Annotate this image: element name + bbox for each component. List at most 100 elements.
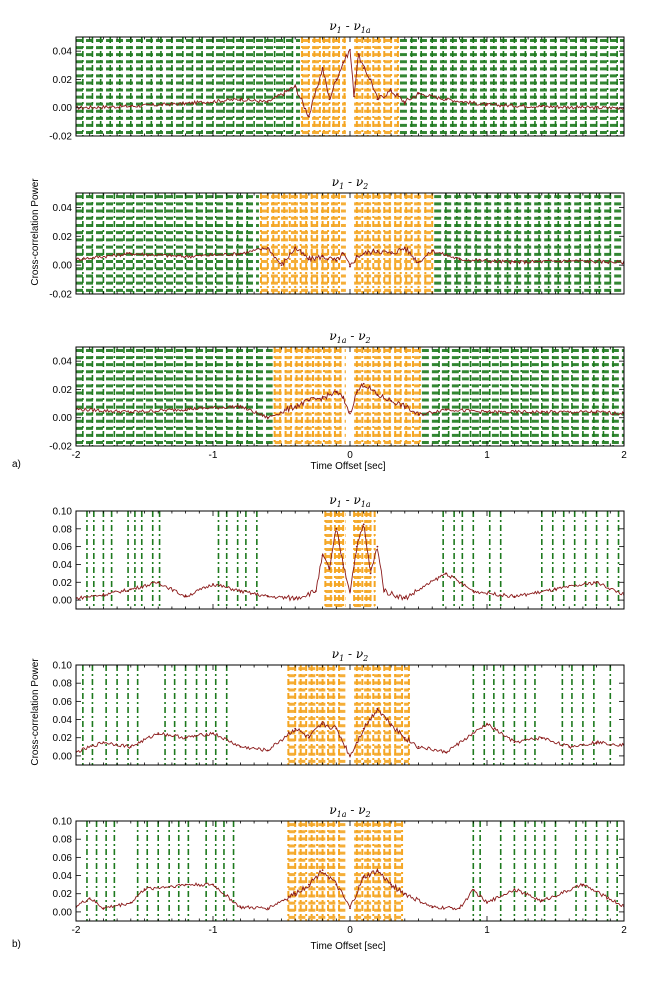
data-point	[335, 78, 338, 81]
chart-title: ν1a - ν2	[329, 803, 370, 819]
data-point	[403, 246, 406, 249]
data-point	[335, 391, 338, 394]
chart-panel: -0.02 0.00 0.02 0.04 ν1 - ν2	[49, 175, 625, 301]
y-tick-label: 0.04	[53, 715, 73, 726]
data-point	[308, 115, 310, 118]
data-point	[184, 408, 187, 411]
data-point	[369, 78, 372, 81]
data-point	[568, 259, 571, 262]
data-point	[458, 258, 461, 261]
y-tick-label: -0.02	[49, 290, 72, 301]
data-point	[308, 736, 310, 739]
y-tick-label: 0.00	[53, 907, 73, 918]
data-point	[431, 249, 434, 252]
data-point	[445, 408, 447, 411]
data-point	[445, 751, 447, 754]
plot-area	[76, 665, 624, 765]
title-segment: ν	[329, 803, 336, 817]
correlation-trace	[76, 524, 624, 602]
title-subscript: 1a	[337, 336, 347, 345]
data-point	[184, 883, 187, 886]
data-point	[445, 98, 447, 101]
x-tick-label: -1	[209, 925, 218, 936]
data-point	[308, 399, 310, 402]
data-point	[321, 397, 324, 399]
data-point	[357, 53, 360, 55]
data-point	[513, 888, 516, 891]
data-point	[513, 595, 516, 598]
data-point	[129, 588, 132, 591]
data-point	[129, 411, 132, 413]
y-tick-label: 0.00	[53, 103, 73, 114]
data-point	[308, 258, 310, 261]
data-point	[239, 98, 242, 101]
data-point	[349, 48, 351, 51]
data-point	[266, 907, 269, 910]
title-segment: ν	[329, 493, 336, 507]
data-point	[266, 101, 269, 103]
data-point	[321, 723, 324, 725]
data-point	[349, 907, 351, 910]
x-tick-label: 0	[347, 925, 353, 936]
data-point	[129, 252, 132, 255]
data-point	[403, 736, 406, 739]
data-point	[294, 405, 297, 408]
chart-panel: -0.02 0.00 0.02 0.04 ν1 - ν1a	[49, 19, 625, 143]
data-point	[184, 736, 187, 739]
data-point	[102, 593, 105, 596]
data-point	[129, 901, 132, 904]
x-tick-label: 0	[347, 450, 353, 461]
panel-tag-a: a)	[12, 459, 21, 470]
data-point	[472, 590, 475, 593]
y-tick-label: 0.00	[53, 596, 73, 607]
y-tick-label: 0.04	[53, 357, 73, 368]
data-point	[472, 889, 475, 891]
data-point	[595, 581, 598, 584]
data-point	[102, 741, 105, 744]
data-point	[568, 745, 571, 748]
data-point	[266, 749, 269, 752]
data-point	[376, 545, 379, 548]
data-point	[486, 103, 488, 106]
chart-title: ν1 - ν1a	[329, 493, 370, 509]
chart-title: ν1 - ν1a	[329, 19, 370, 35]
title-subscript: 2	[362, 182, 368, 191]
y-tick-label: 0.02	[53, 733, 73, 744]
data-point	[362, 876, 365, 879]
plot-area	[76, 193, 624, 294]
title-segment: - ν	[342, 493, 361, 507]
y-tick-label: 0.10	[53, 507, 73, 518]
data-point	[335, 883, 338, 886]
data-point	[376, 394, 379, 396]
data-point	[376, 707, 379, 710]
x-tick-label: -2	[72, 925, 81, 936]
data-point	[157, 732, 160, 735]
x-tick-label: -2	[72, 450, 81, 461]
y-axis-label-a: Cross-correlation Power	[30, 178, 41, 286]
data-point	[102, 907, 105, 910]
title-segment: - ν	[344, 647, 363, 661]
plot-frame	[75, 192, 625, 295]
data-point	[294, 85, 297, 88]
data-point	[342, 397, 345, 399]
y-tick-label: 0.06	[53, 542, 73, 553]
data-point	[335, 259, 338, 262]
data-point	[266, 416, 269, 419]
data-point	[355, 545, 358, 548]
data-point	[184, 102, 187, 105]
data-point	[308, 883, 310, 886]
data-point	[390, 89, 392, 92]
data-point	[362, 727, 365, 730]
title-subscript: 2	[365, 336, 371, 345]
data-point	[417, 261, 420, 264]
data-point	[349, 412, 351, 415]
data-point	[554, 588, 557, 591]
y-tick-label: 0.04	[53, 203, 73, 214]
y-tick-label: 0.04	[53, 871, 73, 882]
data-point	[403, 101, 406, 103]
title-subscript: 1a	[337, 810, 347, 819]
data-point	[342, 61, 345, 64]
data-point	[362, 252, 365, 255]
data-point	[362, 382, 365, 385]
y-tick-label: 0.02	[53, 889, 73, 900]
